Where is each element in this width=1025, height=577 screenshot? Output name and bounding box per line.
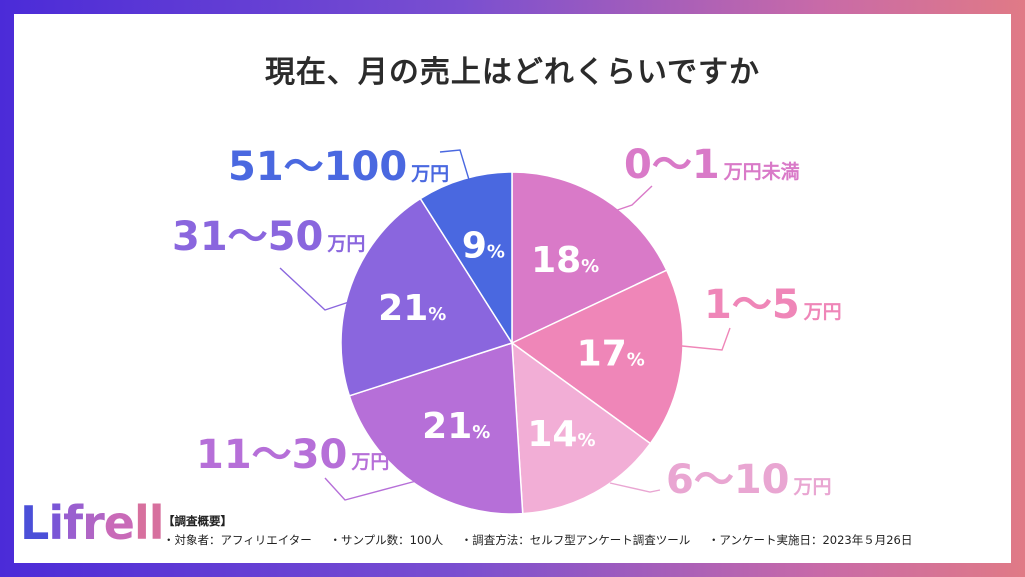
pie-slice-label-2: 1～5 万円 [704, 282, 842, 328]
pie-slice-1 [511, 171, 668, 345]
pie-slice-value-6: 9% [462, 225, 505, 266]
survey-date: ・アンケート実施日：2023年５月26日 [707, 533, 913, 547]
pie-leader-line-3 [609, 482, 661, 493]
survey-heading: 【調査概要】 [163, 514, 232, 528]
pie-slice-label-3: 6～10 万円 [666, 457, 832, 503]
pie-leader-line-2 [671, 327, 731, 351]
pie-slice-value-2: 17% [577, 333, 645, 374]
pie-slice-value-5: 21% [378, 288, 446, 329]
pie-slice-4 [348, 341, 524, 515]
lifrell-logo: Lifrell [20, 496, 165, 550]
pie-slice-label-5: 31～50 万円 [172, 214, 365, 260]
pie-slice-value-1: 18% [531, 240, 599, 281]
pie-leader-line-6 [439, 149, 471, 184]
pie-slice-value-3: 14% [527, 414, 595, 455]
survey-items: ・対象者：アフィリエイター ・サンプル数：100人 ・調査方法：セルフ型アンケー… [163, 531, 926, 550]
survey-sample-size: ・サンプル数：100人 [329, 533, 444, 547]
pie-slice-label-1: 0～1 万円未満 [624, 142, 800, 188]
chart-title: 現在、月の売上はどれくらいですか [264, 55, 761, 90]
pie-slice-label-6: 51～100 万円 [228, 144, 449, 190]
pie-leader-line-1 [593, 185, 653, 219]
survey-method: ・調査方法：セルフ型アンケート調査ツール [460, 533, 691, 547]
survey-summary: 【調査概要】 ・対象者：アフィリエイター ・サンプル数：100人 ・調査方法：セ… [163, 512, 926, 550]
pie-slice-5 [340, 197, 514, 397]
pie-slice-3 [511, 341, 652, 515]
pie-slice-value-4: 21% [422, 406, 490, 447]
pie-leader-line-5 [279, 267, 356, 311]
pie-leader-line-4 [324, 477, 421, 501]
pie-slice-2 [510, 269, 684, 445]
survey-target: ・対象者：アフィリエイター [163, 533, 312, 547]
pie-slice-label-4: 11～30 万円 [196, 432, 389, 478]
pie-slice-6 [419, 171, 513, 346]
